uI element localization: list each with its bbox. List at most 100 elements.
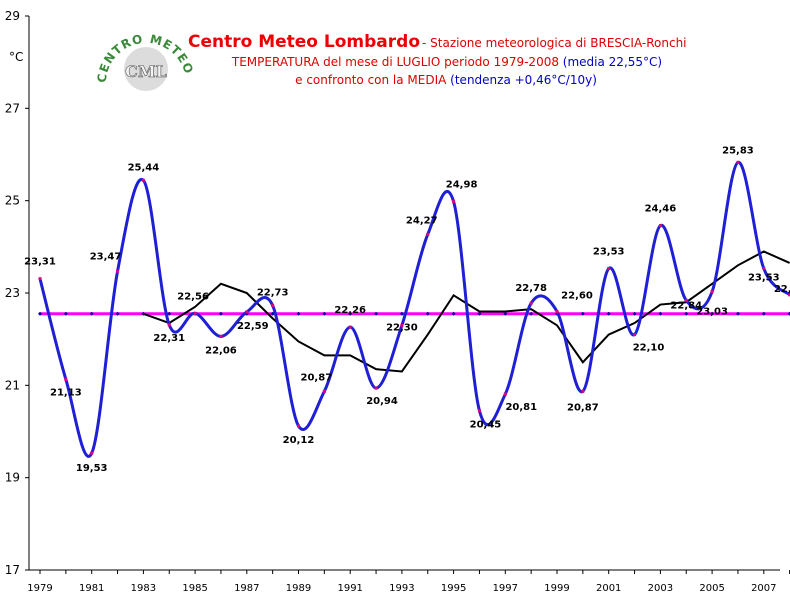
mean-marker [348, 311, 353, 316]
chart-subtitle-2: e confronto con la MEDIA (tendenza +0,46… [295, 73, 597, 87]
subtitle-trend: (tendenza +0,46°C/10y) [446, 73, 597, 87]
temperature-point [710, 290, 714, 294]
temperature-point [219, 334, 223, 338]
temperature-points [38, 160, 790, 455]
data-label: 22,60 [561, 290, 593, 301]
y-tick-labels: 17 19 21 23 25 27 29 [5, 9, 29, 577]
y-tick-label: 27 [5, 101, 20, 115]
temperature-point [581, 389, 585, 393]
data-label: 23,03 [696, 307, 728, 318]
mean-marker [632, 311, 637, 316]
mean-marker [503, 311, 508, 316]
x-tick-label: 1999 [544, 583, 569, 594]
data-label: 24,98 [446, 180, 478, 191]
x-tick-label: 2005 [699, 583, 724, 594]
temperature-point [762, 267, 766, 271]
x-tick-label: 2003 [648, 583, 673, 594]
mean-marker [787, 311, 790, 316]
temperature-point [38, 277, 42, 281]
chart-title-suffix: - Stazione meteorologica di BRESCIA-Ronc… [422, 36, 687, 50]
data-label: 22,96 [774, 284, 790, 295]
temperature-point [64, 377, 68, 381]
data-label: 23,53 [748, 273, 780, 284]
temperature-point [452, 200, 456, 204]
x-tick-label: 2007 [751, 583, 776, 594]
x-tick-label: 1985 [182, 583, 207, 594]
mean-marker [322, 311, 327, 316]
y-tick-label: 25 [5, 194, 20, 208]
mean-marker [477, 311, 482, 316]
temperature-point [322, 389, 326, 393]
temperature-point [400, 323, 404, 327]
data-label: 22,31 [153, 333, 185, 344]
temperature-point [555, 309, 559, 313]
logo-abbr: CML [125, 62, 167, 81]
data-label: 25,83 [722, 145, 754, 156]
temperature-point [788, 293, 790, 297]
temperature-point [141, 178, 145, 182]
mean-marker [167, 311, 172, 316]
subtitle-2-text: e confronto con la MEDIA [295, 73, 447, 87]
data-label: 23,47 [90, 251, 122, 262]
mean-marker [451, 311, 456, 316]
data-label: 19,53 [76, 463, 108, 474]
y-tick-label: 29 [5, 9, 20, 23]
data-label: 25,44 [128, 162, 160, 173]
data-label: 20,81 [505, 402, 537, 413]
data-label: 21,13 [50, 387, 82, 398]
temperature-point [297, 424, 300, 428]
data-label: 22,30 [386, 322, 418, 333]
data-label: 20,12 [283, 435, 315, 446]
temperature-point [271, 303, 275, 307]
data-label: 22,26 [334, 305, 366, 316]
subtitle-media: (media 22,55°C) [559, 55, 662, 69]
x-tick-label: 1997 [493, 583, 518, 594]
x-tick-label: 1987 [234, 583, 259, 594]
data-label: 20,45 [470, 420, 502, 431]
mean-marker [63, 311, 68, 316]
y-tick-label: 21 [5, 378, 20, 392]
mean-marker [115, 311, 120, 316]
temperature-point [529, 301, 533, 305]
mean-marker [761, 311, 766, 316]
data-label: 23,31 [24, 257, 56, 268]
data-label: 20,87 [567, 402, 599, 413]
temperature-point [426, 232, 430, 236]
temperature-point [658, 224, 662, 228]
mean-marker [399, 311, 404, 316]
y-tick-label: 23 [5, 286, 20, 300]
mean-marker [529, 311, 534, 316]
temperature-point [167, 323, 171, 327]
y-tick-label: 17 [5, 563, 20, 577]
mean-marker [296, 311, 301, 316]
axes [28, 16, 780, 571]
subtitle-1-text: TEMPERATURA del mese di LUGLIO periodo 1… [231, 55, 559, 69]
mean-marker [374, 311, 379, 316]
data-label: 22,78 [515, 283, 547, 294]
temperature-point [477, 409, 481, 413]
x-tick-label: 1993 [389, 583, 414, 594]
data-label: 22,84 [670, 300, 702, 311]
temperature-point [90, 451, 94, 455]
temperature-point [684, 298, 688, 302]
temperature-point [116, 269, 120, 273]
x-tick-label: 1981 [79, 583, 104, 594]
data-label: 22,73 [257, 287, 289, 298]
temperature-point [503, 392, 507, 396]
data-label: 22,06 [205, 345, 237, 356]
temperature-point [736, 160, 740, 164]
data-label: 20,94 [366, 396, 398, 407]
x-tick-label: 1995 [441, 583, 466, 594]
data-label: 24,27 [406, 215, 438, 226]
mean-marker [735, 311, 740, 316]
temperature-point [348, 325, 352, 329]
series-mean-line [38, 311, 790, 316]
logo-map-shape [124, 47, 168, 91]
chart-title: Centro Meteo Lombardo [188, 32, 420, 52]
temperature-point [245, 310, 249, 314]
y-axis-unit: °C [9, 50, 23, 64]
data-label: 20,87 [301, 372, 333, 383]
mean-marker [658, 311, 663, 316]
